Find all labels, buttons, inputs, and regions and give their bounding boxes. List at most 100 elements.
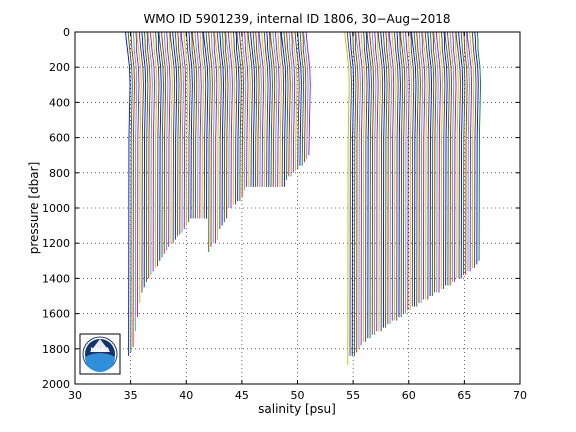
salinity-profile-line	[387, 31, 392, 325]
salinity-profile-line	[299, 31, 305, 166]
salinity-profile-line	[377, 31, 384, 332]
salinity-profile-line	[385, 31, 390, 325]
salinity-profile-line	[427, 31, 433, 297]
salinity-profile-line	[210, 31, 216, 244]
salinity-profile-line	[363, 31, 368, 342]
y-tick-label: 200	[49, 61, 70, 74]
x-tick-label: 55	[346, 389, 360, 402]
salinity-profile-line	[292, 31, 298, 172]
salinity-profile-line	[203, 31, 209, 219]
salinity-profile-line	[374, 31, 379, 332]
salinity-profile-line	[294, 31, 300, 170]
salinity-profile-line	[449, 31, 455, 282]
salinity-profile-line	[303, 31, 309, 159]
salinity-profile-line	[250, 31, 256, 187]
salinity-profile-line	[399, 31, 404, 318]
salinity-profile-line	[183, 31, 189, 226]
salinity-profile-line	[421, 31, 426, 300]
salinity-profile-line	[346, 31, 352, 356]
y-tick-label: 1400	[42, 272, 70, 285]
salinity-profile-line	[433, 31, 439, 293]
salinity-profile-line	[213, 31, 218, 244]
salinity-profile-line	[179, 31, 184, 233]
salinity-profile-line	[263, 31, 269, 187]
salinity-profile-line	[125, 31, 131, 356]
salinity-profile-line	[474, 31, 479, 265]
salinity-profile-line	[438, 31, 444, 289]
salinity-profile-line	[280, 31, 287, 187]
salinity-profile-line	[399, 31, 406, 314]
salinity-profile-line	[297, 31, 302, 166]
salinity-profile-line	[238, 31, 244, 198]
salinity-profile-line	[205, 31, 211, 253]
salinity-profile-line	[166, 31, 171, 247]
salinity-profile-line	[429, 31, 435, 297]
salinity-profile-line	[358, 31, 364, 346]
salinity-profile-line	[161, 31, 167, 254]
salinity-profile-line	[252, 31, 258, 187]
salinity-profile-line	[135, 31, 140, 318]
salinity-profile-line	[219, 31, 224, 226]
salinity-profile-line	[197, 31, 202, 219]
salinity-profile-line	[369, 31, 375, 335]
salinity-profile-line	[246, 31, 251, 187]
salinity-profile-line	[194, 31, 200, 219]
y-tick-label: 1000	[42, 202, 70, 215]
salinity-profile-line	[258, 31, 265, 187]
salinity-profile-line	[232, 31, 238, 205]
x-tick-label: 30	[68, 389, 82, 402]
salinity-profile-line	[149, 31, 155, 272]
salinity-profile-line	[277, 31, 282, 187]
salinity-profile-line	[261, 31, 267, 187]
salinity-profile-line	[416, 31, 421, 304]
salinity-profile-line	[266, 31, 271, 187]
salinity-profile-line	[269, 31, 276, 187]
salinity-profile-line	[391, 31, 397, 321]
salinity-profile-line	[168, 31, 173, 244]
salinity-profile-line	[147, 31, 153, 275]
y-axis-label: pressure [dbar]	[27, 162, 41, 255]
salinity-profile-line	[452, 31, 457, 282]
x-axis-label: salinity [psu]	[258, 402, 336, 416]
salinity-profile-line	[136, 31, 142, 304]
salinity-profile-line	[444, 31, 450, 286]
salinity-profile-line	[280, 31, 285, 187]
salinity-profile-line	[413, 31, 419, 307]
salinity-profile-line	[302, 31, 307, 163]
salinity-profile-line	[305, 31, 311, 156]
salinity-profile-line	[441, 31, 446, 289]
salinity-profile-line	[352, 31, 357, 356]
salinity-profile-line	[272, 31, 278, 187]
salinity-profile-line	[143, 31, 149, 282]
y-tick-label: 1200	[42, 237, 70, 250]
x-tick-label: 70	[513, 389, 527, 402]
salinity-profile-line	[257, 31, 262, 187]
y-tick-label: 0	[63, 26, 70, 39]
salinity-profile-line	[188, 31, 193, 219]
salinity-profile-line	[291, 31, 296, 173]
salinity-profile-line	[146, 31, 151, 279]
salinity-profile-line	[244, 31, 249, 187]
salinity-profile-line	[132, 31, 138, 332]
salinity-profile-line	[458, 31, 464, 279]
x-tick-label: 35	[124, 389, 138, 402]
noaa-logo: NOAA	[79, 333, 121, 375]
salinity-profile-line	[360, 31, 366, 342]
salinity-profile-line	[158, 31, 164, 258]
salinity-profile-line	[199, 31, 204, 219]
x-tick-label: 40	[179, 389, 193, 402]
salinity-profile-line	[247, 31, 253, 187]
salinity-profile-line	[138, 31, 144, 293]
salinity-profile-line	[447, 31, 453, 286]
salinity-profile-line	[344, 31, 350, 365]
salinity-profile-line	[410, 31, 415, 307]
salinity-profile-line	[382, 31, 388, 328]
salinity-profile-line	[268, 31, 273, 187]
salinity-profile-line	[288, 31, 293, 177]
y-tick-label: 1600	[42, 308, 70, 321]
salinity-profile-line	[180, 31, 187, 230]
salinity-profile-line	[454, 31, 459, 279]
salinity-profile-line	[216, 31, 222, 230]
salinity-profile-line	[407, 31, 412, 311]
